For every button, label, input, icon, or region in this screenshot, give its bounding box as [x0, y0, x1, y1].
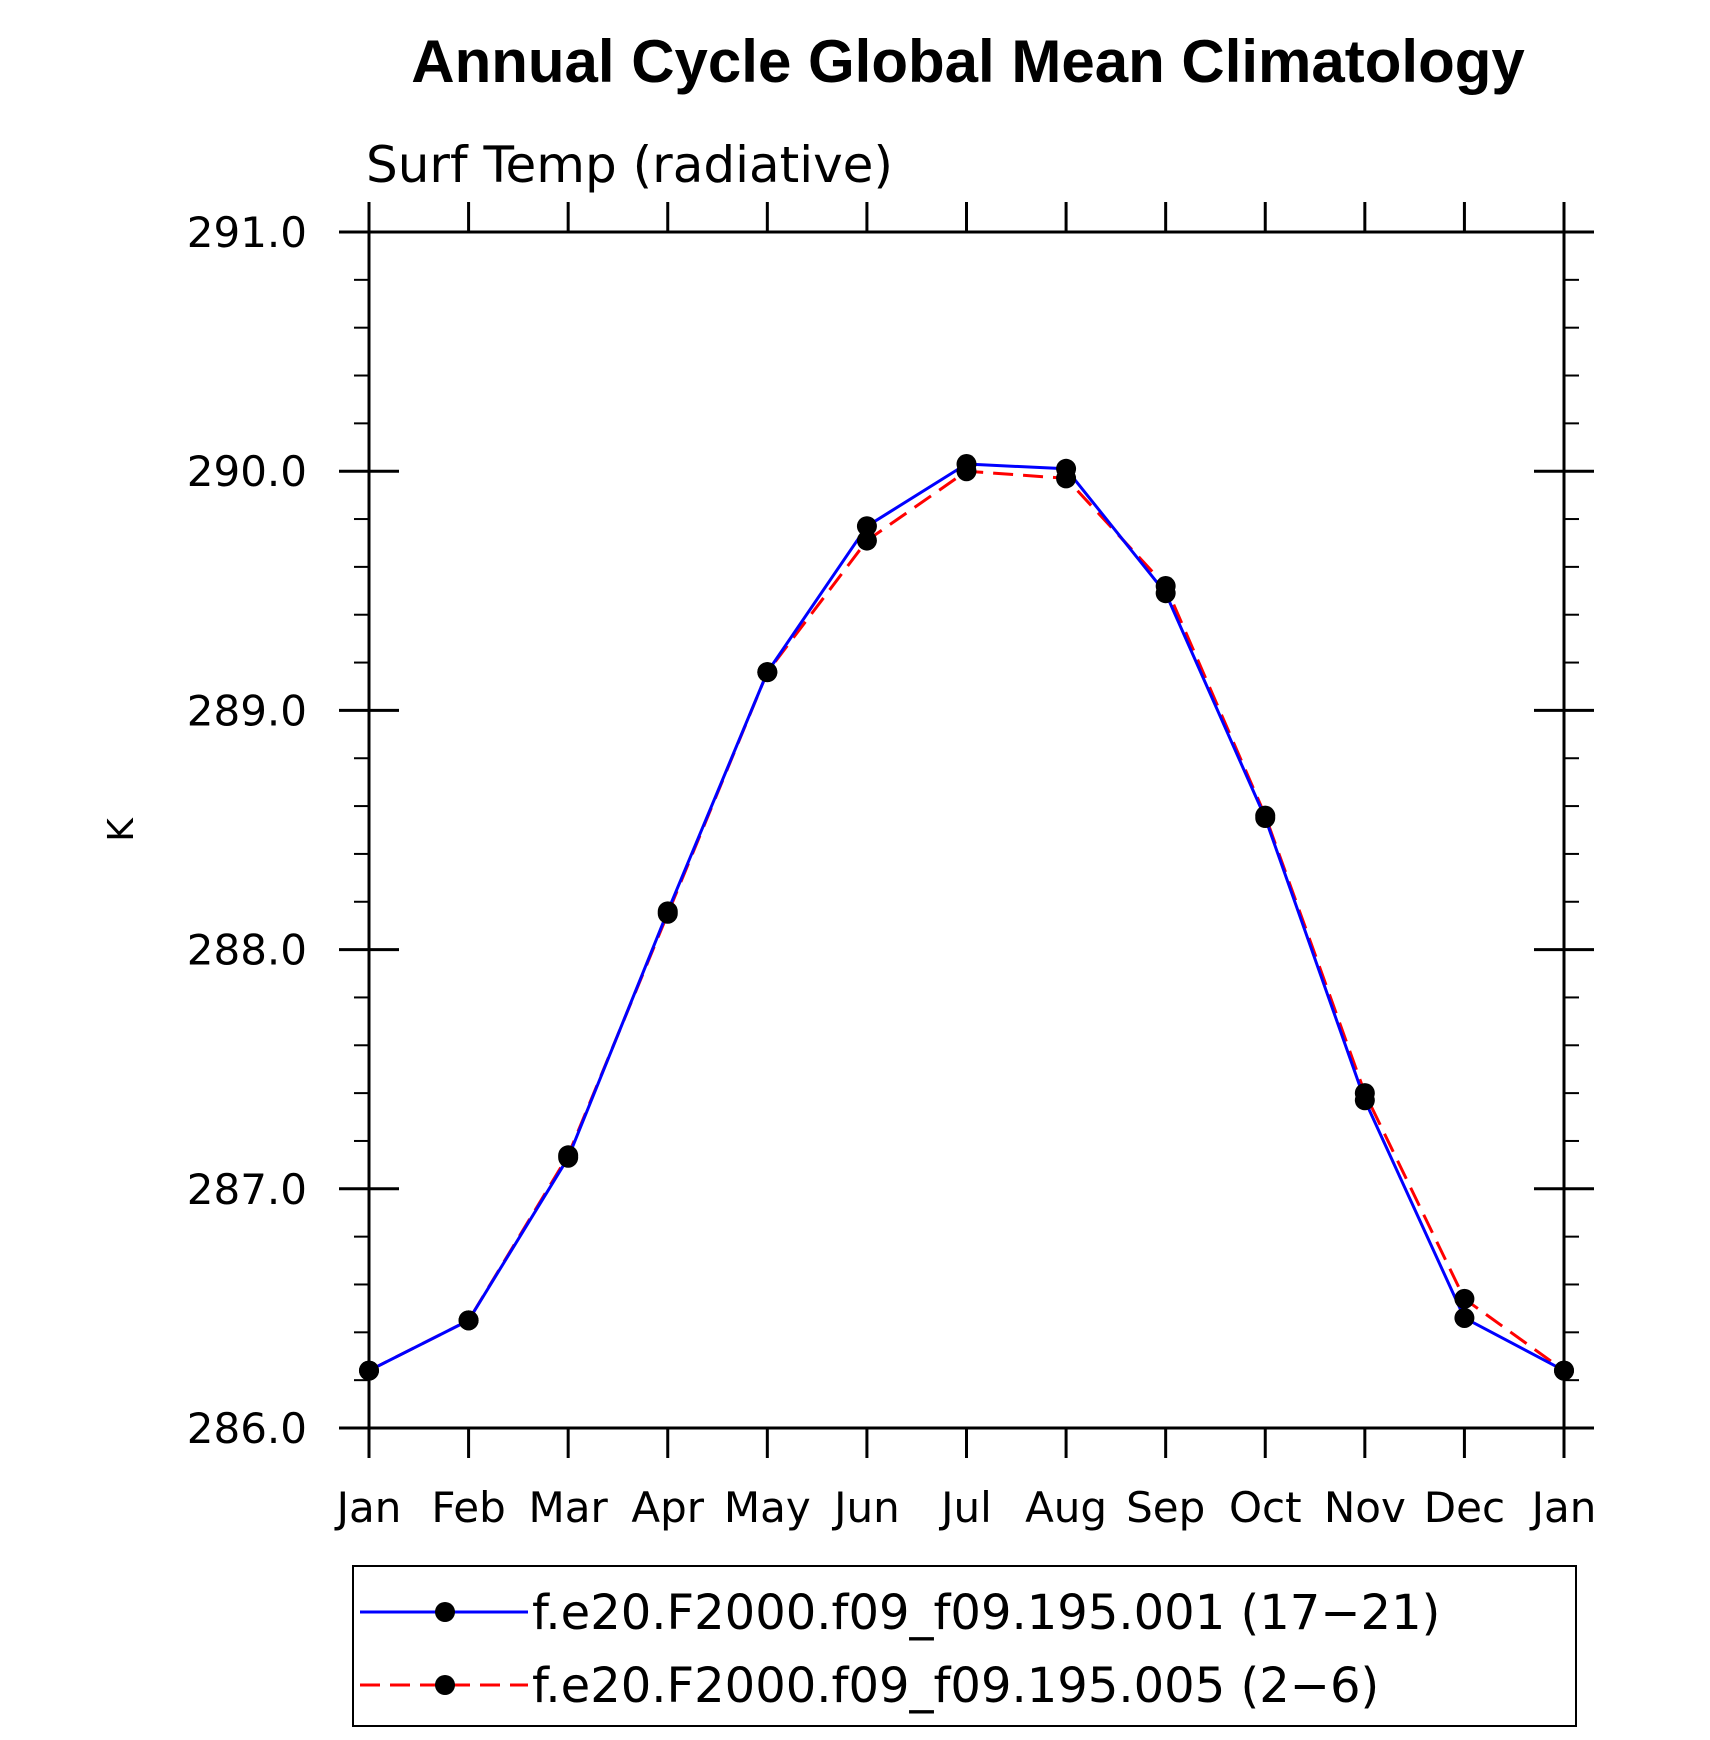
y-tick-label: 289.0	[187, 686, 307, 735]
x-tick-label: Apr	[631, 1483, 704, 1532]
y-tick-label: 291.0	[187, 208, 307, 257]
series-1-point	[1255, 808, 1276, 829]
series-1-point	[657, 901, 678, 922]
x-tick-label: Sep	[1126, 1483, 1205, 1532]
series-1-point	[458, 1310, 479, 1331]
x-tick-label: Jan	[1529, 1483, 1597, 1532]
x-tick-label: Jul	[938, 1483, 992, 1532]
legend-box	[352, 1565, 1577, 1727]
x-tick-label: May	[724, 1483, 811, 1532]
y-tick-label: 288.0	[187, 926, 307, 975]
series-1-point	[1056, 458, 1077, 479]
series-1-point	[1354, 1090, 1375, 1111]
series-layer	[359, 454, 1574, 1381]
series-1-point	[1554, 1360, 1574, 1381]
x-tick-label: Nov	[1324, 1483, 1406, 1532]
axes: 286.0 287.0 288.0 289.0 290.0 291.0 Jan Feb Mar A…	[187, 202, 1597, 1532]
legend-label-2: f.e20.F2000.f09_f09.195.005 (2−6)	[532, 1658, 1379, 1714]
y-tick-label: 286.0	[187, 1404, 307, 1453]
x-tick-label: Oct	[1229, 1483, 1302, 1532]
series-2-point	[1454, 1288, 1475, 1309]
y-axis-label: K	[101, 817, 142, 842]
legend-label-1: f.e20.F2000.f09_f09.195.001 (17−21)	[532, 1585, 1440, 1641]
y-tick-label: 290.0	[187, 447, 307, 496]
series-2-point	[856, 530, 877, 551]
x-tick-label: Jun	[831, 1483, 900, 1532]
x-tick-label: Jan	[334, 1483, 402, 1532]
series-1-point	[856, 516, 877, 537]
x-tick-label: Aug	[1025, 1483, 1107, 1532]
series-1-point	[359, 1360, 379, 1381]
series-1-point	[1454, 1307, 1475, 1328]
series-1-point	[956, 454, 977, 475]
legend-marker-1	[435, 1602, 455, 1622]
legend: f.e20.F2000.f09_f09.195.001 (17−21) f.e20…	[352, 1565, 1577, 1727]
x-tick-label: Dec	[1424, 1483, 1505, 1532]
y-tick-label: 287.0	[187, 1165, 307, 1214]
series-1-point	[558, 1147, 579, 1168]
chart-subtitle: Surf Temp (radiative)	[366, 136, 893, 194]
chart-title: Annual Cycle Global Mean Climatology	[411, 28, 1525, 95]
series-1-point	[757, 662, 778, 683]
x-tick-label: Feb	[431, 1483, 505, 1532]
x-tick-label: Mar	[529, 1483, 609, 1532]
series-1-point	[1155, 583, 1176, 604]
legend-marker-2	[435, 1675, 455, 1695]
